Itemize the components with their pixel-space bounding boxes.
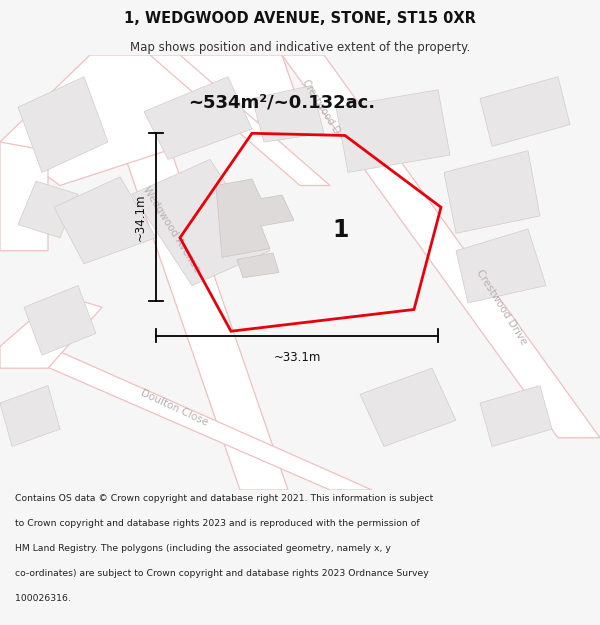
Polygon shape [24,286,96,355]
Polygon shape [144,77,252,159]
Polygon shape [480,386,552,446]
Polygon shape [216,179,294,258]
Polygon shape [456,229,546,303]
Polygon shape [444,151,540,233]
Polygon shape [336,90,450,172]
Polygon shape [360,368,456,446]
Polygon shape [282,55,600,438]
Polygon shape [237,253,279,278]
Polygon shape [480,77,570,146]
Polygon shape [0,386,60,446]
Text: Wedgwood Avenue: Wedgwood Avenue [140,184,202,274]
Polygon shape [150,55,330,186]
Text: 100026316.: 100026316. [15,594,71,603]
Polygon shape [0,142,48,251]
Text: 1: 1 [332,218,349,242]
Polygon shape [0,294,102,368]
Polygon shape [18,77,108,172]
Polygon shape [54,177,156,264]
Text: 1, WEDGWOOD AVENUE, STONE, ST15 0XR: 1, WEDGWOOD AVENUE, STONE, ST15 0XR [124,11,476,26]
Text: Contains OS data © Crown copyright and database right 2021. This information is : Contains OS data © Crown copyright and d… [15,494,433,503]
Text: ~33.1m: ~33.1m [274,351,320,364]
Polygon shape [90,55,288,490]
Text: Crestwood Drive: Crestwood Drive [474,268,528,347]
Polygon shape [0,55,300,186]
Text: Crestwood D: Crestwood D [300,78,342,136]
Polygon shape [18,181,78,238]
Text: co-ordinates) are subject to Crown copyright and database rights 2023 Ordnance S: co-ordinates) are subject to Crown copyr… [15,569,429,578]
Text: HM Land Registry. The polygons (including the associated geometry, namely x, y: HM Land Registry. The polygons (includin… [15,544,391,553]
Polygon shape [132,159,270,286]
Text: ~34.1m: ~34.1m [134,193,147,241]
Text: ~534m²/~0.132ac.: ~534m²/~0.132ac. [188,94,376,112]
Text: Doulton Close: Doulton Close [139,388,209,428]
Polygon shape [0,346,372,490]
Polygon shape [252,86,324,142]
Text: to Crown copyright and database rights 2023 and is reproduced with the permissio: to Crown copyright and database rights 2… [15,519,419,528]
Text: Map shows position and indicative extent of the property.: Map shows position and indicative extent… [130,41,470,54]
